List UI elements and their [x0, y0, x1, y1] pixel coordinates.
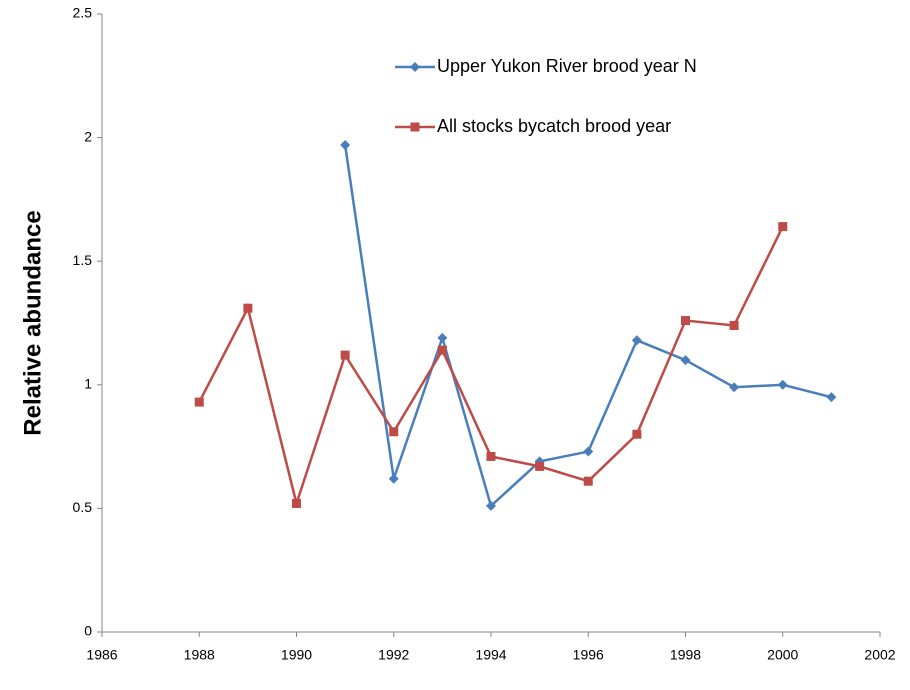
data-point	[729, 382, 740, 393]
data-point	[486, 500, 496, 511]
x-tick-label: 2000	[767, 647, 798, 663]
x-tick-label: 1998	[670, 647, 701, 663]
data-point	[583, 446, 594, 457]
data-point	[681, 316, 690, 326]
data-point	[535, 461, 545, 471]
y-tick-label: 0.5	[73, 499, 93, 515]
data-point	[729, 320, 739, 330]
y-tick-label: 2.5	[73, 5, 93, 21]
legend-marker	[410, 62, 420, 72]
data-point	[826, 392, 837, 403]
data-point	[340, 140, 351, 151]
data-point	[388, 473, 399, 484]
data-point	[583, 476, 593, 486]
y-tick-label: 1	[84, 376, 92, 392]
data-point	[437, 345, 447, 355]
x-tick-label: 1994	[475, 647, 506, 663]
data-point	[777, 379, 788, 390]
x-tick-label: 1986	[86, 647, 117, 663]
data-point	[437, 332, 448, 343]
data-point	[292, 498, 301, 508]
legend-label: Upper Yukon River brood year N	[437, 56, 697, 76]
data-point	[632, 429, 642, 439]
y-tick-label: 2	[84, 128, 92, 144]
y-tick-label: 0	[84, 623, 92, 639]
x-tick-label: 1996	[573, 647, 604, 663]
x-tick-label: 1988	[184, 647, 215, 663]
y-tick-label: 1.5	[73, 252, 93, 268]
legend-marker	[410, 122, 420, 132]
data-point	[631, 335, 642, 346]
x-tick-label: 1992	[378, 647, 409, 663]
y-axis-title: Relative abundance	[19, 210, 46, 435]
data-point	[680, 355, 691, 366]
data-point	[194, 397, 204, 407]
data-point	[778, 222, 788, 232]
data-point	[486, 451, 496, 461]
x-tick-label: 1990	[281, 647, 312, 663]
x-tick-label: 2002	[864, 647, 895, 663]
data-point	[340, 350, 350, 360]
data-point	[243, 303, 253, 313]
legend-label: All stocks bycatch brood year	[437, 116, 671, 136]
data-point	[389, 427, 399, 437]
